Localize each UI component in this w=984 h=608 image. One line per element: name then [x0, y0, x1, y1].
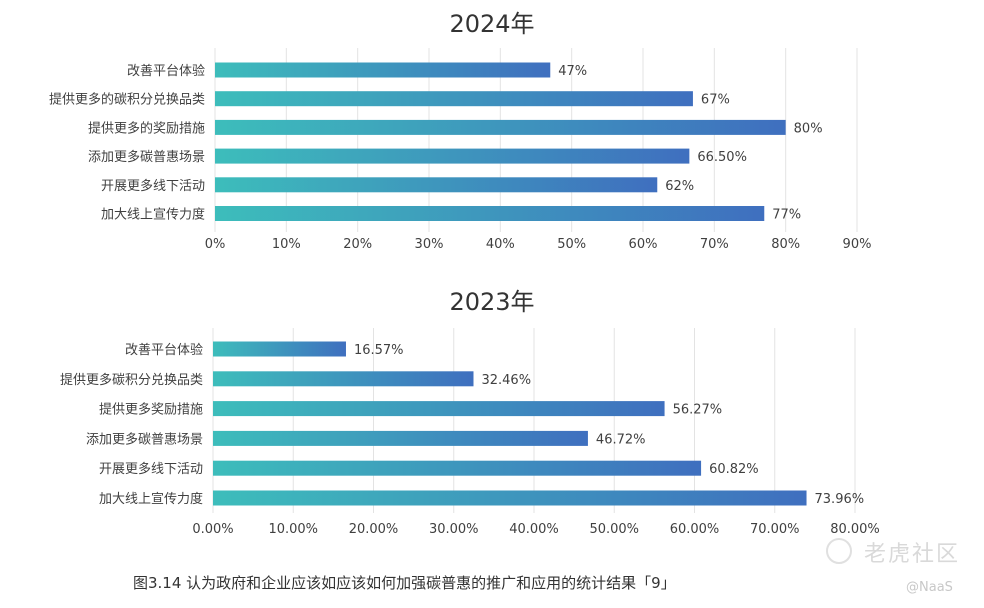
x-tick-label: 40% — [486, 237, 515, 252]
watermark-logo-text: 老虎社区 — [864, 542, 961, 567]
bar — [213, 460, 702, 476]
x-tick-label: 90% — [843, 237, 872, 252]
x-tick-label: 80.00% — [830, 522, 880, 537]
x-tick-label: 50.00% — [589, 522, 639, 537]
category-label: 添加更多碳普惠场景 — [86, 431, 203, 447]
bar — [213, 430, 588, 446]
x-tick-label: 20.00% — [349, 522, 399, 537]
category-label: 开展更多线下活动 — [101, 178, 205, 194]
data-label: 56.27% — [673, 403, 723, 418]
x-tick-label: 70% — [700, 237, 729, 252]
bar — [215, 91, 693, 107]
category-label: 加大线上宣传力度 — [99, 491, 203, 507]
category-label: 提供更多奖励措施 — [99, 402, 203, 418]
data-label: 32.46% — [481, 373, 531, 388]
data-label: 77% — [772, 208, 801, 223]
x-tick-label: 60.00% — [670, 522, 720, 537]
x-tick-label: 70.00% — [750, 522, 800, 537]
data-label: 67% — [701, 93, 730, 108]
bar — [213, 490, 807, 506]
x-tick-label: 10.00% — [268, 522, 318, 537]
x-tick-label: 40.00% — [509, 522, 559, 537]
chart-title-2024: 2024年 — [449, 10, 535, 38]
chart-title-2023: 2023年 — [449, 288, 535, 316]
x-tick-label: 20% — [343, 237, 372, 252]
bar — [215, 148, 690, 164]
x-tick-label: 60% — [629, 237, 658, 252]
category-label: 加大线上宣传力度 — [101, 207, 205, 223]
data-label: 47% — [558, 64, 587, 79]
data-label: 46.72% — [596, 432, 646, 447]
category-label: 提供更多的奖励措施 — [88, 120, 205, 136]
watermark-handle: @NaaS — [906, 580, 953, 595]
data-label: 73.96% — [815, 492, 865, 507]
bar — [213, 401, 665, 417]
bar — [215, 62, 551, 78]
data-label: 62% — [665, 179, 694, 194]
category-label: 提供更多的碳积分兑换品类 — [49, 92, 205, 108]
watermark-circle-icon — [826, 538, 852, 564]
bar — [215, 177, 658, 193]
x-tick-label: 30% — [415, 237, 444, 252]
x-tick-label: 30.00% — [429, 522, 479, 537]
chart-2023: 0.00% 10.00% 20.00% 30.00% 40.00% 50.00% 60.00… — [60, 328, 880, 537]
category-label: 添加更多碳普惠场景 — [88, 149, 205, 165]
category-label: 提供更多碳积分兑换品类 — [60, 372, 203, 388]
category-label: 开展更多线下活动 — [99, 461, 203, 477]
bar — [213, 371, 474, 387]
category-label: 改善平台体验 — [127, 63, 205, 79]
watermark-logo: 老虎社区 — [826, 536, 980, 568]
data-label: 60.82% — [709, 462, 759, 477]
data-label: 80% — [794, 121, 823, 136]
x-tick-label: 50% — [557, 237, 586, 252]
category-label: 改善平台体验 — [125, 342, 203, 358]
data-label: 66.50% — [697, 150, 747, 165]
x-tick-label: 80% — [771, 237, 800, 252]
figure-caption: 图3.14 认为政府和企业应该如应该如何加强碳普惠的推广和应用的统计结果「9」 — [133, 574, 676, 592]
x-tick-label: 0.00% — [192, 522, 233, 537]
bar-charts: 0% 10% 20% 30% 40% 50% 60% 70% 80% 90% 改善平台体验 47% 提供… — [49, 48, 880, 537]
bar — [215, 206, 765, 221]
data-label: 16.57% — [354, 343, 404, 358]
chart-2024: 0% 10% 20% 30% 40% 50% 60% 70% 80% 90% 改善平台体验 47% 提供… — [49, 48, 871, 252]
x-tick-label: 10% — [272, 237, 301, 252]
bar — [213, 341, 346, 357]
bar — [215, 119, 786, 135]
x-tick-label: 0% — [205, 237, 226, 252]
